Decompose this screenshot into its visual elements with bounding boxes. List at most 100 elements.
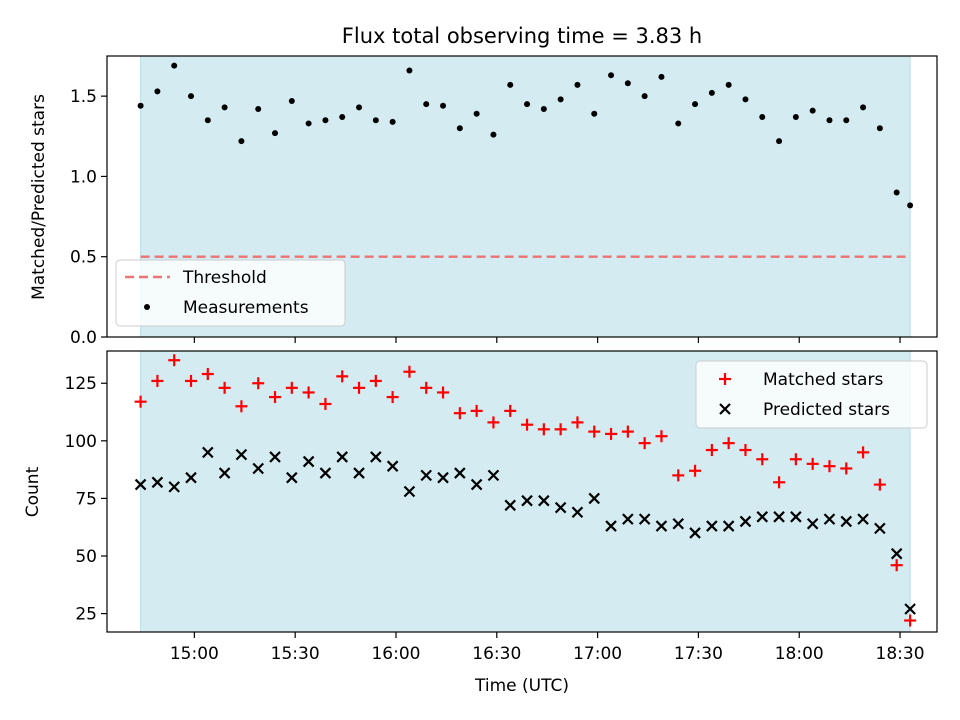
- matched-star-point: [218, 381, 231, 394]
- matched-star-point: [420, 381, 433, 394]
- predicted-marker-stroke: [134, 478, 147, 491]
- matched-star-point: [336, 370, 349, 383]
- predicted-marker-stroke: [622, 513, 634, 525]
- predicted-star-point: [840, 515, 853, 528]
- predicted-marker-stroke: [168, 481, 180, 493]
- predicted-marker-stroke: [185, 471, 197, 484]
- predicted-marker-stroke: [840, 515, 853, 528]
- matched-star-point: [151, 374, 164, 387]
- measurement-point: [776, 138, 783, 145]
- predicted-marker-stroke: [739, 515, 752, 528]
- chart-title: Flux total observing time = 3.83 h: [342, 24, 702, 48]
- measurement-point: [255, 105, 262, 112]
- predicted-star-point: [151, 476, 164, 489]
- predicted-marker-stroke: [571, 506, 584, 519]
- measurement-point: [272, 130, 279, 137]
- matched-star-point: [554, 423, 567, 436]
- predicted-marker-stroke: [823, 513, 836, 525]
- measurement-point: [204, 117, 211, 124]
- count-plot-frame: [106, 350, 938, 633]
- predicted-star-point: [470, 478, 483, 491]
- predicted-marker-stroke: [655, 520, 668, 532]
- matched-star-point: [302, 386, 315, 399]
- measurement-point: [809, 107, 816, 114]
- predicted-marker-stroke: [420, 469, 433, 482]
- predicted-star-point: [722, 520, 735, 532]
- matched-star-point: [235, 400, 248, 413]
- predicted-marker-stroke: [370, 451, 382, 463]
- ratio-y-axis-label: Matched/Predicted stars: [29, 94, 49, 300]
- y-tick-label: 25: [75, 605, 97, 625]
- matched-star-point: [504, 404, 517, 417]
- predicted-star-point: [386, 460, 399, 472]
- predicted-star-point: [235, 448, 248, 461]
- predicted-star-point: [336, 451, 349, 463]
- x-tick-label: 17:30: [674, 644, 723, 664]
- predicted-marker-stroke: [353, 467, 365, 479]
- predicted-star-point: [756, 511, 769, 523]
- measurement-points: [137, 62, 914, 209]
- ratio-x-ticks: [193, 337, 901, 343]
- predicted-star-point: [890, 547, 903, 560]
- matched-legend-icon: [719, 373, 731, 385]
- predicted-marker-stroke: [605, 520, 617, 532]
- measurement-point: [171, 62, 178, 69]
- measurement-point: [372, 117, 379, 124]
- predicted-marker-stroke: [672, 517, 685, 530]
- matched-star-point: [269, 391, 282, 404]
- matched-star-point: [168, 354, 181, 367]
- matched-star-point: [201, 368, 214, 381]
- matched-star-point: [857, 446, 870, 459]
- predicted-marker-stroke: [874, 522, 886, 535]
- y-tick-label: 125: [65, 374, 97, 394]
- matched-star-point: [386, 391, 399, 404]
- measurements-legend-icon: [144, 304, 150, 310]
- ratio-legend: Threshold Measurements: [115, 259, 346, 327]
- predicted-star-point: [857, 513, 869, 525]
- y-tick-label: 75: [75, 489, 97, 509]
- predicted-star-point: [168, 481, 180, 493]
- predicted-star-point: [319, 467, 332, 479]
- predicted-star-point: [588, 492, 601, 505]
- predicted-star-point: [454, 467, 466, 479]
- measurement-point: [440, 102, 447, 109]
- measurement-point: [658, 73, 665, 80]
- predicted-marker-stroke: [151, 476, 164, 489]
- predicted-star-point: [370, 451, 382, 463]
- predicted-star-point: [806, 517, 819, 530]
- predicted-marker-stroke: [756, 511, 769, 523]
- predicted-marker-stroke: [252, 462, 264, 475]
- measurement-point: [574, 81, 581, 88]
- predicted-marker-stroke: [706, 520, 718, 532]
- predicted-marker-stroke: [470, 478, 483, 491]
- y-tick-label: 100: [65, 432, 97, 452]
- predicted-star-point: [353, 467, 365, 479]
- measurement-point: [154, 88, 161, 95]
- x-tick-label: 18:30: [876, 644, 925, 664]
- matched-star-point: [437, 386, 450, 399]
- predicted-star-point: [504, 499, 517, 512]
- y-tick-label: 1.5: [70, 87, 97, 107]
- matched-star-point: [756, 453, 769, 466]
- measurement-point: [742, 96, 749, 103]
- measurement-point: [641, 93, 648, 100]
- predicted-star-point: [689, 527, 701, 539]
- measurement-point: [591, 110, 598, 117]
- measurements-legend-label: Measurements: [183, 298, 309, 318]
- predicted-marker-stroke: [638, 513, 651, 525]
- predicted-marker-stroke: [454, 467, 466, 479]
- predicted-star-point: [420, 469, 433, 482]
- predicted-star-point: [874, 522, 886, 535]
- measurement-point: [792, 114, 799, 121]
- predicted-star-point: [638, 513, 651, 525]
- count-y-ticks: 25 50 75 100 125: [65, 374, 107, 625]
- predicted-star-point: [790, 511, 802, 523]
- count-x-ticks: 15:00 15:30 16:00 16:30 17:00 17:30 18:00 18:30: [170, 632, 925, 664]
- matched-star-point: [369, 374, 382, 387]
- matched-star-point: [705, 444, 718, 457]
- measurement-point: [826, 117, 833, 124]
- predicted-star-point: [269, 451, 281, 463]
- predicted-star-point: [134, 478, 147, 491]
- matched-star-point: [823, 460, 836, 473]
- count-legend-box: [695, 360, 928, 429]
